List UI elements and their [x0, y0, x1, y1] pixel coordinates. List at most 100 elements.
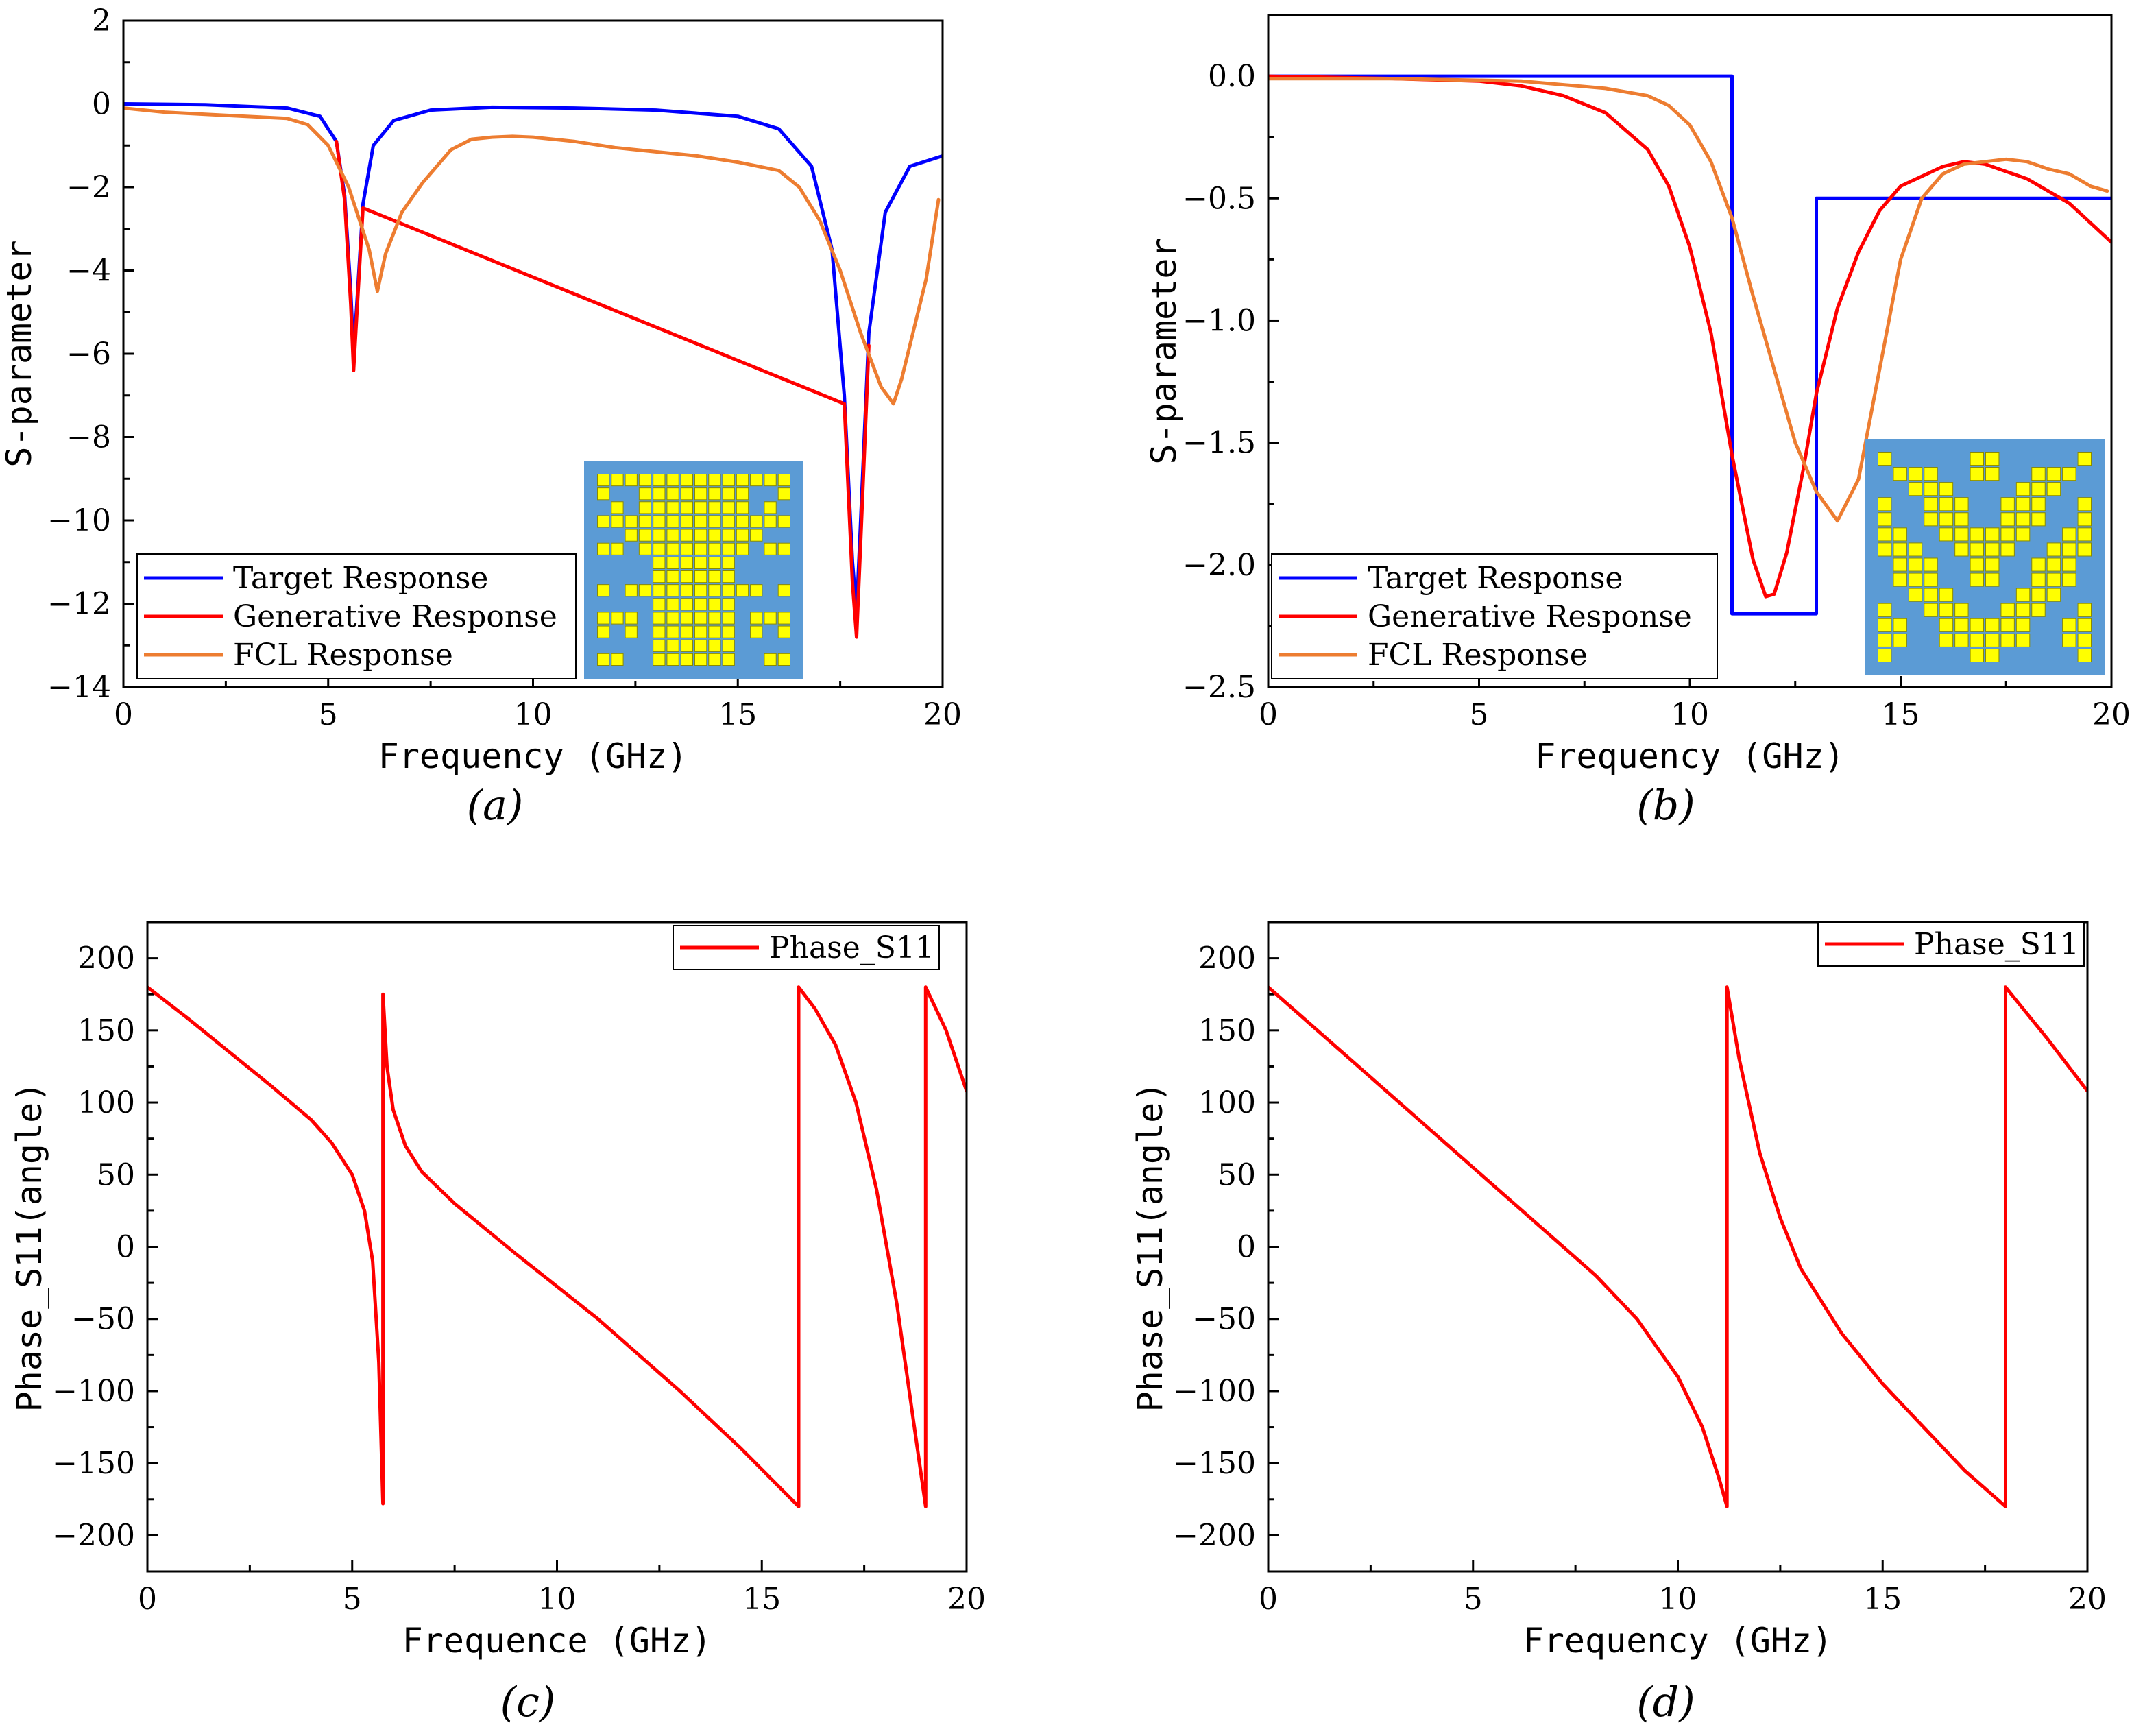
legend: Phase_S11	[1817, 921, 2085, 967]
inset-cell	[2062, 527, 2076, 542]
inset-cell	[1970, 572, 1985, 587]
x-tick-label: 10	[514, 697, 553, 732]
x-tick-label: 20	[923, 697, 962, 732]
inset-cell	[1985, 467, 2000, 481]
inset-cell	[680, 625, 694, 638]
x-tick-label: 20	[2092, 697, 2131, 732]
inset-cell	[611, 542, 624, 555]
inset-cell	[708, 474, 721, 487]
inset-unit-cell-pattern	[584, 461, 803, 679]
panel-a: 0 5 10 15 20 −14 −12 −10 −8 −6 −4 −2 0 2 Frequency (GH…	[0, 3, 962, 776]
panel-c: 0 5 10 15 20 −200 −150 −100 −50 0 50 100 150 200 Frequ…	[10, 921, 986, 1661]
inset-cell	[1878, 618, 1892, 632]
plot-area-frame	[1267, 14, 2113, 688]
inset-cell	[1908, 482, 1923, 496]
inset-cell	[1954, 512, 1969, 527]
inset-cell	[777, 474, 790, 487]
inset-cell	[680, 474, 694, 487]
inset-cell	[1954, 527, 1969, 542]
y-axis-title: Phase_S11(angle)	[1130, 1082, 1170, 1412]
y-tick-label: 100	[77, 1085, 135, 1120]
inset-cell	[680, 584, 694, 597]
inset-cell	[2031, 497, 2046, 511]
inset-cell	[2046, 572, 2061, 587]
inset-cell	[694, 625, 707, 638]
inset-cell	[1878, 648, 1892, 663]
legend-label: Target Response	[1368, 561, 1623, 596]
inset-cell	[1878, 633, 1892, 647]
inset-unit-cell-pattern	[1865, 439, 2105, 675]
inset-cell	[722, 529, 735, 542]
inset-cell	[1970, 467, 1985, 481]
inset-cell	[680, 598, 694, 611]
inset-cell	[638, 542, 652, 555]
inset-cell	[666, 515, 679, 528]
inset-cell	[777, 542, 790, 555]
inset-cell	[2077, 497, 2092, 511]
legend-label: Generative Response	[1368, 599, 1692, 634]
inset-cell	[764, 653, 777, 666]
y-tick-label: −1.5	[1183, 426, 1256, 461]
legend-label: FCL Response	[233, 638, 453, 673]
inset-cell	[1924, 467, 1938, 481]
inset-cell	[764, 501, 777, 514]
inset-cell	[1878, 542, 1892, 557]
inset-cell	[1970, 648, 1985, 663]
y-tick-label: −14	[47, 670, 111, 705]
inset-cell	[1985, 618, 2000, 632]
inset-cell	[597, 474, 610, 487]
y-tick-label: 0	[92, 87, 111, 122]
x-axis-title: Frequency (GHz)	[1523, 1621, 1833, 1661]
inset-cell	[1924, 603, 1938, 617]
y-tick-label: −0.5	[1183, 181, 1256, 216]
caption-c: (c)	[500, 1678, 555, 1726]
inset-cell	[750, 474, 763, 487]
x-tick-label: 5	[343, 1582, 362, 1617]
y-tick-label: −100	[52, 1374, 135, 1409]
inset-cell	[1970, 618, 1985, 632]
legend: Phase_S11	[673, 925, 940, 970]
inset-cell	[750, 612, 763, 625]
inset-cell	[625, 584, 638, 597]
inset-cell	[2015, 603, 2031, 617]
inset-cell	[2062, 633, 2076, 647]
inset-cell	[777, 515, 790, 528]
inset-cell	[2062, 542, 2076, 557]
inset-cell	[2077, 452, 2092, 466]
inset-cell	[1939, 482, 1954, 496]
inset-cell	[1985, 557, 2000, 572]
inset-cell	[1939, 618, 1954, 632]
inset-cell	[1970, 452, 1985, 466]
inset-cell	[1939, 603, 1954, 617]
y-tick-label: 0	[1237, 1230, 1256, 1265]
inset-cell	[722, 570, 735, 583]
inset-cell	[625, 612, 638, 625]
inset-cell	[722, 556, 735, 569]
x-tick-label: 0	[138, 1582, 157, 1617]
inset-cell	[2046, 482, 2061, 496]
inset-cell	[722, 612, 735, 625]
inset-cell	[694, 515, 707, 528]
inset-cell	[2015, 618, 2031, 632]
inset-cell	[1954, 497, 1969, 511]
y-tick-label: −2.5	[1183, 670, 1256, 705]
inset-cell	[653, 487, 666, 501]
inset-cell	[1985, 572, 2000, 587]
inset-cell	[736, 474, 749, 487]
inset-cell	[1954, 542, 1969, 557]
inset-cell	[1985, 542, 2000, 557]
inset-cell	[666, 474, 679, 487]
inset-cell	[1939, 512, 1954, 527]
inset-cell	[1924, 497, 1938, 511]
caption-d: (d)	[1636, 1678, 1695, 1726]
inset-cell	[1924, 572, 1938, 587]
y-axis-title: Phase_S11(angle)	[10, 1082, 49, 1412]
inset-cell	[666, 501, 679, 514]
legend-label: Generative Response	[233, 599, 557, 634]
inset-cell	[708, 501, 721, 514]
inset-cell	[1954, 603, 1969, 617]
inset-cell	[653, 542, 666, 555]
series-line-fcl-response	[123, 106, 941, 406]
